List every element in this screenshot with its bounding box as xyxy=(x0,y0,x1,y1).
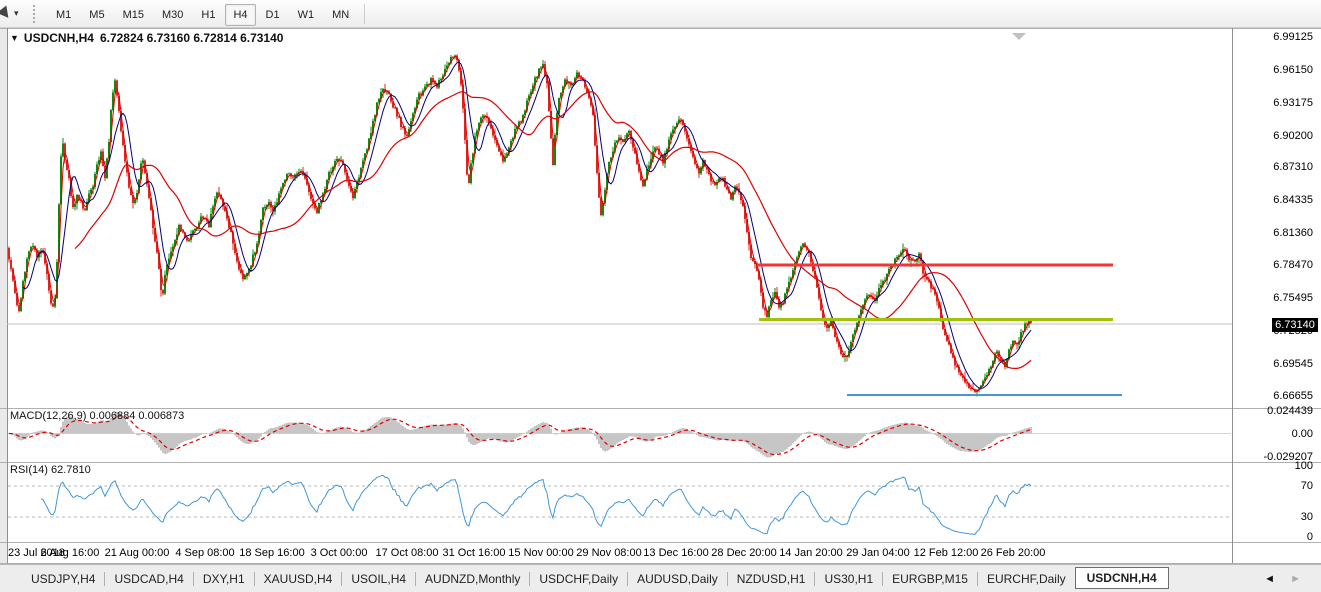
x-axis-date-label: 15 Nov 00:00 xyxy=(508,547,574,559)
price-axis-label: 6.90200 xyxy=(1273,130,1313,142)
x-axis-date-label: 13 Dec 16:00 xyxy=(643,547,709,559)
toolbar-separator xyxy=(364,3,366,24)
toolbar: ▾ M1 M5 M15 M30 H1 H4 D1 W1 MN xyxy=(0,0,1321,28)
cursor-tool-button[interactable]: ▾ xyxy=(0,5,31,22)
price-axis-label: 6.99125 xyxy=(1273,31,1313,43)
tab-audusd-daily[interactable]: AUDUSD,Daily xyxy=(637,571,718,586)
chevron-down-icon[interactable]: ▾ xyxy=(14,8,19,18)
timeframe-button-group: M1 M5 M15 M30 H1 H4 D1 W1 MN xyxy=(47,3,358,26)
chart-tab-bar: USDJPY,H4 USDCAD,H4 DXY,H1 XAUUSD,H4 USOIL,H… xyxy=(0,564,1321,592)
timeframe-button-h4[interactable]: H4 xyxy=(225,3,256,26)
macd-indicator-label: MACD(12,26,9) 0.006884 0.006873 xyxy=(10,410,185,422)
tab-nzdusd-h1[interactable]: NZDUSD,H1 xyxy=(736,571,806,586)
chart-surface[interactable] xyxy=(7,28,1321,563)
x-axis-date-label: 18 Sep 16:00 xyxy=(239,547,305,559)
x-axis-date-label: 23 Jul 2018 xyxy=(8,547,65,559)
tab-separator xyxy=(253,571,255,586)
tab-separator xyxy=(627,571,629,586)
tab-separator xyxy=(104,571,106,586)
tab-separator xyxy=(814,571,816,586)
x-axis-date-label: 3 Oct 00:00 xyxy=(310,547,368,559)
macd-axis-label: -0.029207 xyxy=(1263,451,1313,463)
timeframe-button-h1[interactable]: H1 xyxy=(201,8,216,21)
timeframe-button-m5[interactable]: M5 xyxy=(89,8,105,21)
timeframe-button-m15[interactable]: M15 xyxy=(122,8,144,21)
tab-scroll-right-icon[interactable]: ► xyxy=(1290,573,1301,585)
x-axis-date-label: 29 Jan 04:00 xyxy=(846,547,910,559)
x-axis-date-label: 26 Feb 20:00 xyxy=(980,547,1046,559)
macd-axis-label: 0.00 xyxy=(1291,427,1313,440)
x-axis-date-label: 12 Feb 12:00 xyxy=(913,547,979,559)
price-axis-label: 6.69545 xyxy=(1273,358,1313,370)
tab-usoil-h4[interactable]: USOIL,H4 xyxy=(351,571,407,586)
price-axis-label: 6.93175 xyxy=(1273,97,1313,109)
x-axis-date-label: 6 Aug 16:00 xyxy=(40,547,100,559)
rsi-axis-label: 100 xyxy=(1294,460,1313,472)
tab-separator xyxy=(415,571,417,586)
rsi-axis-label: 30 xyxy=(1300,511,1313,524)
timeframe-button-mn[interactable]: MN xyxy=(332,8,350,21)
x-axis-date-label: 17 Oct 08:00 xyxy=(375,547,439,559)
symbol-period-label: USDCNH,H4 xyxy=(23,31,94,45)
current-price-tag: 6.73140 xyxy=(1272,318,1318,332)
tab-usdchf-daily[interactable]: USDCHF,Daily xyxy=(539,571,619,586)
rsi-axis-label: 0 xyxy=(1306,531,1313,543)
tab-separator xyxy=(882,571,884,586)
timeframe-button-m30[interactable]: M30 xyxy=(161,8,184,21)
x-axis-date-label: 4 Sep 08:00 xyxy=(175,547,235,559)
price-axis-label: 6.66655 xyxy=(1273,390,1313,402)
tab-separator xyxy=(726,571,728,586)
tab-usdcad-h4[interactable]: USDCAD,H4 xyxy=(114,571,184,586)
x-axis-date-label: 31 Oct 16:00 xyxy=(442,547,506,559)
cursor-arrow-icon xyxy=(0,5,14,22)
rsi-indicator-label: RSI(14) 62.7810 xyxy=(10,464,91,476)
tab-separator xyxy=(976,571,978,586)
chart-title: ▼ USDCNH,H4 6.72824 6.73160 6.72814 6.7314… xyxy=(10,31,283,45)
price-axis-label: 6.96150 xyxy=(1273,64,1313,76)
rsi-axis-label: 70 xyxy=(1300,480,1313,493)
macd-axis-label: 0.024439 xyxy=(1267,405,1313,417)
tab-audnzd-monthly[interactable]: AUDNZD,Monthly xyxy=(425,571,521,586)
price-axis-label: 6.75495 xyxy=(1273,292,1313,304)
tab-usdjpy-h4[interactable]: USDJPY,H4 xyxy=(31,571,96,586)
tab-eurchf-daily[interactable]: EURCHF,Daily xyxy=(986,571,1066,586)
tab-separator xyxy=(192,571,194,586)
timeframe-button-m1[interactable]: M1 xyxy=(56,8,72,21)
tab-eurgbp-m15[interactable]: EURGBP,M15 xyxy=(892,571,968,586)
tab-us30-h1[interactable]: US30,H1 xyxy=(824,571,874,586)
tab-scroll-left-icon[interactable]: ◄ xyxy=(1264,573,1275,585)
timeframe-button-d1[interactable]: D1 xyxy=(265,8,280,21)
toolbar-grip[interactable] xyxy=(33,4,39,23)
tab-separator xyxy=(529,571,531,586)
tab-xauusd-h4[interactable]: XAUUSD,H4 xyxy=(263,571,333,586)
tab-usdcnh-h4[interactable]: USDCNH,H4 xyxy=(1074,566,1169,589)
price-axis-label: 6.87310 xyxy=(1273,161,1313,173)
tab-separator xyxy=(341,571,343,586)
timeframe-button-w1[interactable]: W1 xyxy=(297,8,315,21)
chart-dropdown-icon[interactable]: ▼ xyxy=(10,33,19,43)
ohlc-readout: 6.72824 6.73160 6.72814 6.73140 xyxy=(99,31,284,45)
x-axis-date-label: 21 Aug 00:00 xyxy=(104,547,170,559)
price-axis-label: 6.81360 xyxy=(1273,227,1313,239)
x-axis-date-label: 14 Jan 20:00 xyxy=(779,547,843,559)
x-axis-date-label: 29 Nov 08:00 xyxy=(576,547,642,559)
tab-dxy-h1[interactable]: DXY,H1 xyxy=(202,571,245,586)
price-axis-label: 6.78470 xyxy=(1273,259,1313,271)
x-axis-date-label: 28 Dec 20:00 xyxy=(711,547,777,559)
price-axis-label: 6.84335 xyxy=(1273,194,1313,206)
